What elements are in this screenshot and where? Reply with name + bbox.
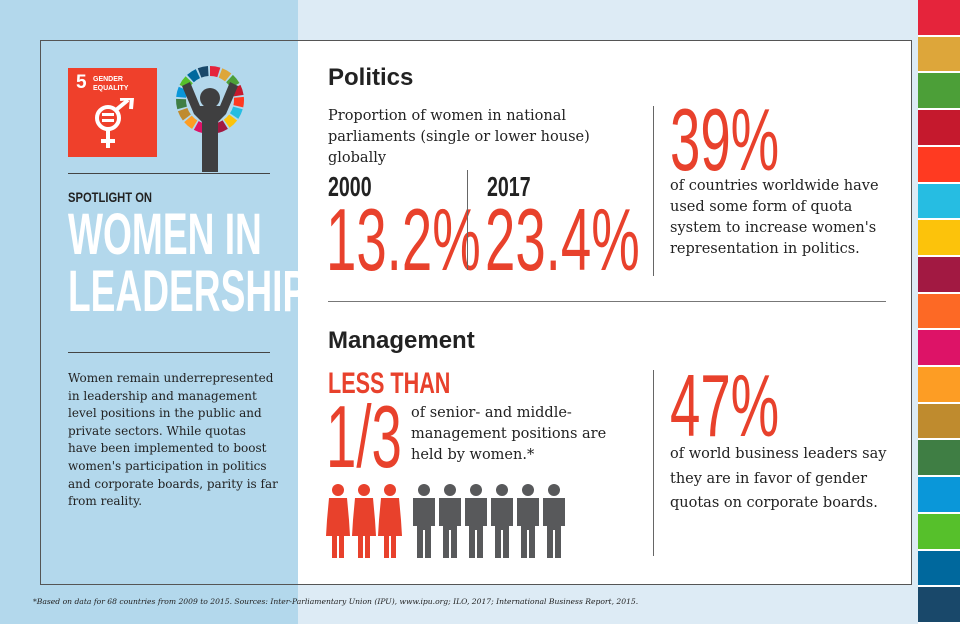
sdg-color-strip (918, 0, 960, 624)
sdg-color-block (918, 220, 960, 257)
divider (68, 352, 270, 353)
divider (467, 170, 468, 270)
divider (68, 173, 270, 174)
sdg-color-block (918, 403, 960, 441)
sdg-color-block (918, 256, 960, 294)
sdg-color-block (918, 513, 960, 551)
sdg-color-block (918, 183, 960, 221)
sdg-color-block (918, 146, 960, 184)
sdg-color-block (918, 550, 960, 588)
people-pictogram (326, 484, 565, 558)
sdg-wheel-segment (177, 107, 191, 121)
person-icon (439, 484, 461, 558)
quota-countries-stat: 39% (670, 90, 780, 189)
person-icon (413, 484, 435, 558)
sdg-wheel-segment (184, 115, 198, 129)
sdg-color-block (918, 36, 960, 74)
divider (653, 106, 654, 276)
person-icon (465, 484, 487, 558)
year-2000: 2000 (328, 171, 372, 202)
sdg-color-block (918, 330, 960, 368)
woman-icon (326, 484, 350, 558)
person-icon (543, 484, 565, 558)
sdg-wheel-segment (215, 120, 228, 133)
sdg-wheel-segment (210, 66, 221, 78)
content-panel (298, 41, 911, 584)
sdg-color-block (918, 0, 960, 37)
sdg-color-block (918, 367, 960, 404)
sdg-number: 5 (76, 72, 87, 93)
less-than-label: LESS THAN (328, 367, 451, 400)
sdg-color-block (918, 293, 960, 331)
person-icon (491, 484, 513, 558)
sdg-wheel-segment (218, 68, 232, 82)
section-divider (328, 301, 886, 302)
fraction-text: of senior- and middle-management positio… (411, 405, 607, 463)
frame (40, 40, 912, 585)
woman-icon (378, 484, 402, 558)
sdg-wheel-segment (229, 106, 243, 119)
sdg-color-block (918, 477, 960, 514)
sdg-wheel (176, 66, 244, 134)
management-heading: Management (328, 327, 475, 354)
year-2017: 2017 (487, 171, 531, 202)
sdg-color-block (918, 73, 960, 111)
sdg5-badge: 5 GENDER EQUALITY (68, 68, 157, 157)
fraction-value: 1/3 (326, 387, 402, 486)
politics-subtitle: Proportion of women in national parliame… (328, 108, 590, 166)
sdg-wheel-segment (223, 114, 238, 128)
sdg-color-block (918, 587, 960, 624)
kicker: SPOTLIGHT ON (68, 189, 152, 205)
politics-heading: Politics (328, 64, 414, 91)
footnote: *Based on data for 68 countries from 200… (33, 597, 639, 606)
intro-text: Women remain underrepresented in leaders… (68, 371, 278, 509)
woman-icon (352, 484, 376, 558)
quota-countries-text: of countries worldwide have used some fo… (670, 178, 879, 257)
divider (653, 370, 654, 556)
gender-equality-icon (95, 98, 135, 148)
sdg-color-block (918, 440, 960, 478)
sdg-wheel-segment (176, 98, 187, 110)
page-title: WOMEN IN LEADERSHIP (68, 202, 308, 324)
sdg-wheel-segment (187, 69, 201, 83)
value-2017: 23.4% (485, 190, 640, 289)
business-leaders-stat: 47% (670, 356, 780, 455)
business-leaders-text: of world business leaders say they are i… (670, 446, 887, 511)
sdg-title: GENDER EQUALITY (93, 76, 129, 92)
person-icon (517, 484, 539, 558)
sdg-wheel-segment (197, 66, 209, 78)
value-2000: 13.2% (326, 190, 481, 289)
sdg-color-block (918, 110, 960, 147)
sdg-wheel-segment (233, 96, 244, 108)
woman-raising-arms-icon (176, 66, 244, 172)
